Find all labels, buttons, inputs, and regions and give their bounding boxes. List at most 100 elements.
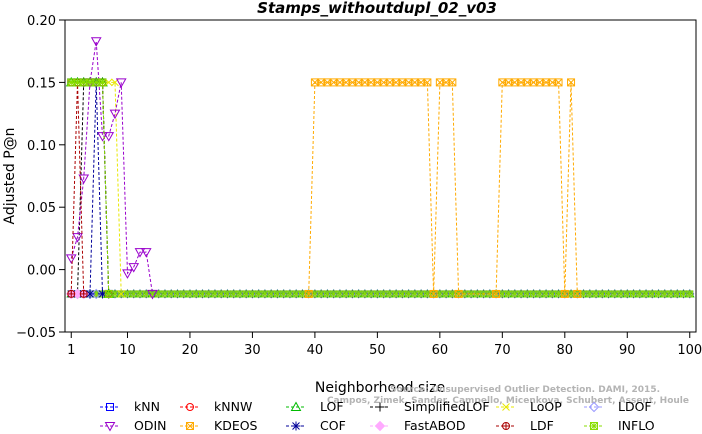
series-line [308, 81, 578, 295]
series-simplifiedlof [66, 77, 114, 299]
y-tick-label: 0.20 [27, 14, 56, 29]
data-point [109, 109, 121, 120]
data-point [134, 248, 146, 258]
legend-marker [186, 403, 194, 411]
axes: 1 10 20 30 40 50 60 70 80 90 100 −0.05 0.00 0.05 0.10 0… [16, 14, 702, 358]
data-point [573, 289, 582, 298]
legend-marker [291, 421, 301, 431]
data-point [103, 132, 115, 142]
legend-marker [590, 422, 598, 430]
y-tick-label: 0.15 [27, 76, 56, 91]
series-line [70, 41, 153, 294]
baseline-point-inflo [348, 290, 356, 298]
legend-label: kNN [134, 399, 160, 414]
data-point [67, 289, 76, 298]
x-tick-label: 60 [432, 343, 449, 358]
data-point [115, 78, 127, 88]
legend-item-knn: kNN [100, 399, 160, 414]
x-tick-label: 20 [182, 343, 199, 358]
legend-label: kNNW [214, 399, 252, 414]
data-point [117, 290, 126, 298]
series-line [70, 82, 85, 294]
baseline-series [66, 288, 695, 299]
legend-marker [374, 420, 386, 432]
data-point [122, 269, 133, 279]
legend-label: FastABOD [404, 418, 466, 433]
y-tick-label: 0.10 [27, 139, 56, 154]
data-point [429, 289, 438, 298]
data-point [91, 288, 102, 300]
data-point [98, 78, 107, 87]
data-point [567, 78, 576, 87]
data-point [78, 174, 90, 185]
legend-label: LDF [530, 418, 554, 433]
legend-marker [290, 401, 302, 411]
x-axis-label: Neighborhood size [315, 380, 445, 396]
chart-title: Stamps_withoutdupl_02_v03 [257, 0, 497, 17]
data-point [147, 289, 158, 300]
data-point [97, 132, 108, 142]
data-point [65, 254, 77, 264]
series-lof [65, 76, 115, 298]
legend-item-inflo: INFLO [584, 418, 655, 433]
baseline-point-inflo [686, 290, 694, 298]
baseline-point-inflo [392, 290, 400, 298]
data-point [423, 78, 432, 87]
legend-marker [186, 422, 194, 430]
x-tick-label: 100 [677, 343, 702, 358]
series-line [71, 81, 110, 294]
series-kdeos [304, 78, 582, 298]
watermark-line-1: Source: Unsupervised Outlier Detection. … [390, 385, 660, 395]
data-point [554, 78, 563, 87]
series-line [71, 81, 110, 294]
series-inflo [67, 78, 113, 298]
data-point [492, 289, 501, 298]
legend-item-kdeos: KDEOS [180, 418, 258, 433]
data-point [72, 233, 83, 243]
legend-item-fastabod: FastABOD [370, 418, 466, 433]
y-tick-label: −0.05 [16, 326, 56, 341]
legend-item-odin: ODIN [100, 418, 167, 433]
legend-item-ldof: LDOF [584, 399, 652, 414]
data-point [90, 37, 102, 47]
x-tick-label: 1 [67, 343, 75, 358]
legend-item-ldf: LDF [496, 418, 554, 433]
series-line [71, 81, 122, 294]
data-point [304, 289, 313, 298]
x-tick-label: 80 [557, 343, 574, 358]
baseline-point-inflo [198, 290, 206, 298]
legend-label: ODIN [134, 418, 167, 433]
legend-item-knnw: kNNW [180, 399, 252, 414]
legend-marker [375, 402, 385, 412]
series-ldf [67, 78, 88, 298]
baseline-point-inflo [505, 290, 513, 298]
baseline-point-inflo [161, 290, 169, 298]
baseline-point-inflo [417, 290, 425, 298]
x-tick-label: 10 [119, 343, 136, 358]
baseline-point-inflo [323, 290, 331, 298]
legend-item-simplifiedlof: SimplifiedLOF [370, 399, 490, 414]
data-point [79, 289, 88, 298]
x-tick-label: 50 [369, 343, 386, 358]
series-line [71, 82, 103, 295]
legend-label: COF [320, 418, 346, 433]
data-point [560, 289, 569, 298]
baseline-point-inflo [398, 290, 406, 298]
data-point [140, 248, 152, 258]
legend-marker [106, 403, 114, 411]
legend-marker [588, 401, 600, 413]
baseline-point-inflo [655, 290, 663, 298]
series-line [71, 81, 110, 295]
data-point [448, 78, 457, 87]
baseline-point-inflo [380, 290, 388, 298]
x-tick-label: 40 [307, 343, 324, 358]
legend-marker [104, 422, 116, 432]
legend-label: KDEOS [214, 418, 258, 433]
legend-label: INFLO [618, 418, 655, 433]
x-tick-label: 70 [494, 343, 511, 358]
legend-marker [502, 422, 510, 430]
y-tick-label: 0.05 [27, 201, 56, 216]
x-tick-label: 30 [244, 343, 261, 358]
legend-marker [502, 403, 510, 411]
